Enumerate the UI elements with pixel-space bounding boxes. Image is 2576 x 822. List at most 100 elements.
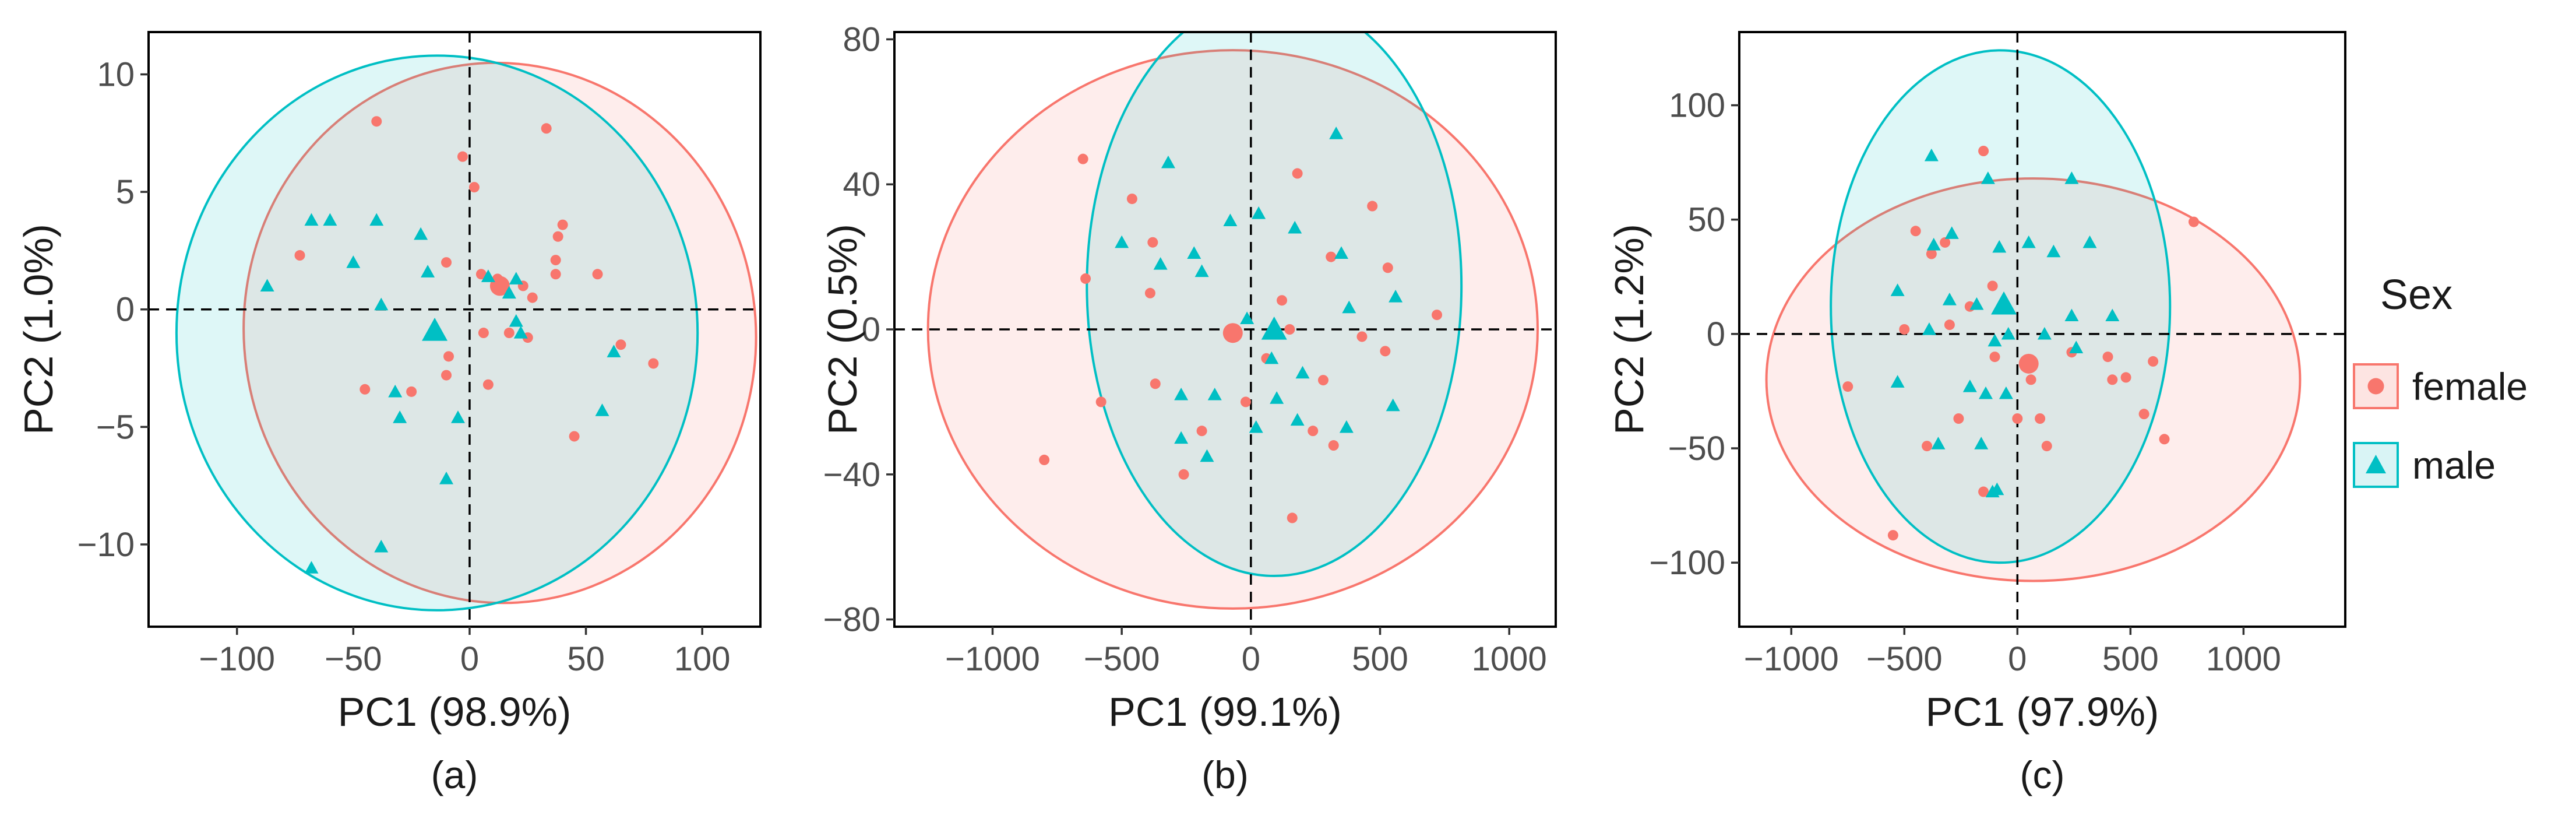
- data-point-male: [502, 286, 516, 299]
- data-point-female: [360, 384, 371, 395]
- confidence-ellipse-male: [1086, 32, 1463, 577]
- data-point-male: [1974, 437, 1989, 449]
- data-point-male: [481, 269, 495, 282]
- x-tick-label: 0: [2008, 640, 2027, 678]
- data-point-female: [1196, 426, 1207, 437]
- data-point-male: [1334, 246, 1349, 259]
- data-point-male: [1987, 333, 2002, 347]
- panel-label: (c): [2020, 753, 2065, 796]
- plot-area: [1739, 32, 2345, 627]
- data-point-female: [1144, 287, 1155, 298]
- x-tick-label: −500: [1084, 640, 1160, 678]
- centroid-female: [1222, 323, 1243, 343]
- data-point-female: [1328, 440, 1339, 451]
- legend-key-male: [2353, 442, 2399, 488]
- data-point-male: [1985, 484, 2000, 498]
- y-axis-title: PC2 (1.0%): [16, 224, 61, 435]
- data-point-female: [1326, 251, 1337, 262]
- centroid-male: [422, 318, 448, 341]
- y-tick-label: 50: [1687, 201, 1725, 239]
- data-point-female: [1095, 396, 1106, 408]
- data-point-male: [513, 326, 528, 339]
- data-point-male: [374, 297, 389, 311]
- data-point-female: [2025, 374, 2036, 385]
- data-point-male: [393, 410, 407, 423]
- data-point-male: [304, 213, 319, 226]
- data-point-female: [503, 328, 515, 339]
- data-point-female: [557, 219, 568, 230]
- data-point-male: [607, 345, 621, 357]
- data-point-female: [2102, 352, 2113, 363]
- data-point-male: [346, 255, 361, 268]
- x-axis-title: PC1 (99.1%): [1108, 689, 1342, 735]
- data-point-male: [1290, 413, 1305, 426]
- x-tick-label: 50: [567, 640, 605, 678]
- y-tick-label: 100: [1669, 87, 1725, 125]
- data-point-female: [457, 151, 468, 162]
- y-tick-label: 5: [116, 173, 135, 211]
- y-tick-label: 0: [116, 291, 135, 329]
- data-point-male: [2105, 308, 2120, 322]
- data-point-male: [595, 403, 609, 416]
- legend-label-male: male: [2412, 444, 2496, 487]
- data-point-female: [371, 116, 382, 127]
- data-point-female: [1382, 262, 1393, 273]
- data-point-male: [1999, 386, 2013, 399]
- data-point-female: [1380, 346, 1391, 357]
- x-tick-label: −100: [199, 640, 275, 678]
- data-point-male: [1969, 297, 1984, 310]
- data-point-male: [2046, 244, 2061, 258]
- data-point-male: [450, 410, 465, 423]
- legend: Sex female male: [2353, 272, 2528, 488]
- data-point-male: [2001, 326, 2015, 340]
- y-tick-label: −80: [823, 601, 880, 639]
- data-point-male: [1981, 171, 1995, 184]
- data-point-female: [1922, 441, 1933, 452]
- data-point-female: [1944, 319, 1955, 331]
- data-point-male: [1942, 293, 1957, 305]
- data-point-female: [2012, 413, 2023, 424]
- data-point-male: [1926, 237, 1941, 251]
- data-point-female: [648, 358, 659, 369]
- data-point-male: [374, 539, 389, 553]
- legend-title: Sex: [2380, 272, 2452, 318]
- data-point-female: [1178, 469, 1189, 480]
- data-point-male: [439, 472, 454, 484]
- y-tick-label: −10: [77, 526, 135, 564]
- data-point-female: [1356, 331, 1368, 342]
- data-point-male: [1329, 127, 1344, 139]
- data-point-male: [1264, 351, 1279, 364]
- data-point-female: [1126, 194, 1137, 205]
- data-point-male: [1922, 322, 1936, 335]
- data-point-male: [1153, 257, 1168, 270]
- data-point-male: [509, 272, 523, 284]
- data-point-female: [406, 386, 417, 397]
- data-point-female: [1887, 530, 1898, 541]
- x-tick-label: 500: [2102, 640, 2159, 678]
- data-point-male: [1174, 387, 1189, 401]
- data-point-male: [1115, 235, 1129, 248]
- x-tick-label: 500: [1352, 640, 1408, 678]
- data-point-male: [1161, 155, 1175, 168]
- data-point-female: [2107, 374, 2118, 385]
- data-point-female: [1978, 146, 1989, 156]
- data-point-female: [478, 328, 489, 339]
- data-point-male: [1339, 420, 1354, 433]
- data-point-female: [1292, 168, 1303, 179]
- data-point-female: [1308, 426, 1319, 437]
- x-tick-label: 1000: [2206, 640, 2281, 678]
- data-point-male: [414, 227, 428, 240]
- panel-border: [1738, 31, 2346, 628]
- data-point-female: [527, 292, 538, 303]
- y-tick-label: 0: [862, 311, 880, 349]
- y-tick-label: 40: [843, 166, 880, 203]
- data-point-male: [1223, 213, 1238, 227]
- data-point-female: [552, 231, 563, 242]
- data-point-male: [388, 384, 403, 398]
- data-point-female: [2041, 441, 2052, 452]
- data-point-female: [1978, 486, 1989, 497]
- data-point-male: [1295, 366, 1310, 379]
- data-point-female: [1287, 512, 1298, 524]
